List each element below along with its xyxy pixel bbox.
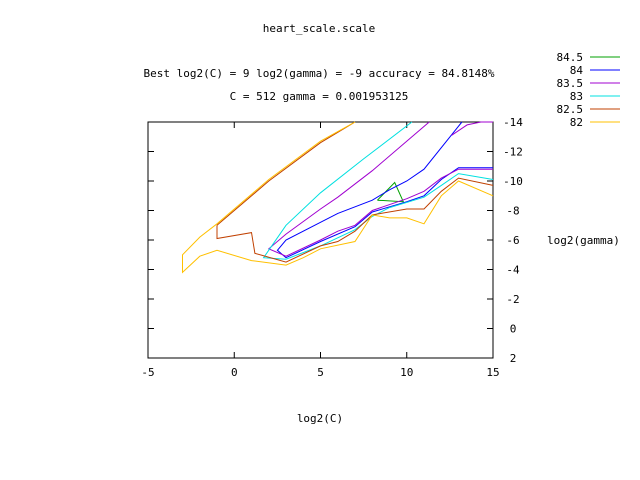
- contour-line-83-5: [267, 121, 493, 257]
- y-tick-label: -6: [506, 234, 519, 247]
- y-tick-label: -12: [503, 146, 523, 159]
- y-tick-label: -14: [503, 116, 523, 129]
- y-tick-label: -10: [503, 175, 523, 188]
- x-axis-label: log2(C): [297, 412, 343, 425]
- legend-label: 84.5: [557, 51, 584, 64]
- y-tick-label: -4: [506, 264, 520, 277]
- contour-line-82-5: [216, 121, 356, 226]
- legend-label: 82: [570, 116, 583, 129]
- legend-label: 82.5: [557, 103, 584, 116]
- x-axis: -5 0 5 10 15: [141, 122, 500, 379]
- plot-area: -5 0 5 10 15 -14 -12 -10 -8 -6 -4 -2 0 2: [141, 116, 523, 379]
- contour-lines: [182, 121, 494, 274]
- chart-subtitle-best: Best log2(C) = 9 log2(gamma) = -9 accura…: [144, 67, 495, 80]
- x-tick-label: 10: [400, 366, 413, 379]
- legend-label: 84: [570, 64, 584, 77]
- x-tick-label: 5: [317, 366, 324, 379]
- chart-subtitle-params: C = 512 gamma = 0.001953125: [230, 90, 409, 103]
- legend-label: 83: [570, 90, 583, 103]
- y-tick-label: -2: [506, 293, 519, 306]
- legend-label: 83.5: [557, 77, 584, 90]
- chart-title: heart_scale.scale: [263, 22, 376, 35]
- x-tick-label: -5: [141, 366, 154, 379]
- contour-line-82-5: [216, 177, 494, 263]
- y-tick-label: 2: [510, 352, 517, 365]
- x-tick-label: 15: [486, 366, 499, 379]
- y-axis: -14 -12 -10 -8 -6 -4 -2 0 2: [148, 116, 523, 365]
- y-tick-label: 0: [510, 323, 517, 336]
- contour-line-84-5: [377, 181, 405, 203]
- x-tick-label: 0: [231, 366, 238, 379]
- contour-line-83: [262, 121, 494, 260]
- y-axis-label: log2(gamma): [547, 234, 620, 247]
- contour-line-83-5: [451, 121, 493, 136]
- contour-line-82: [182, 121, 494, 274]
- y-tick-label: -8: [506, 205, 519, 218]
